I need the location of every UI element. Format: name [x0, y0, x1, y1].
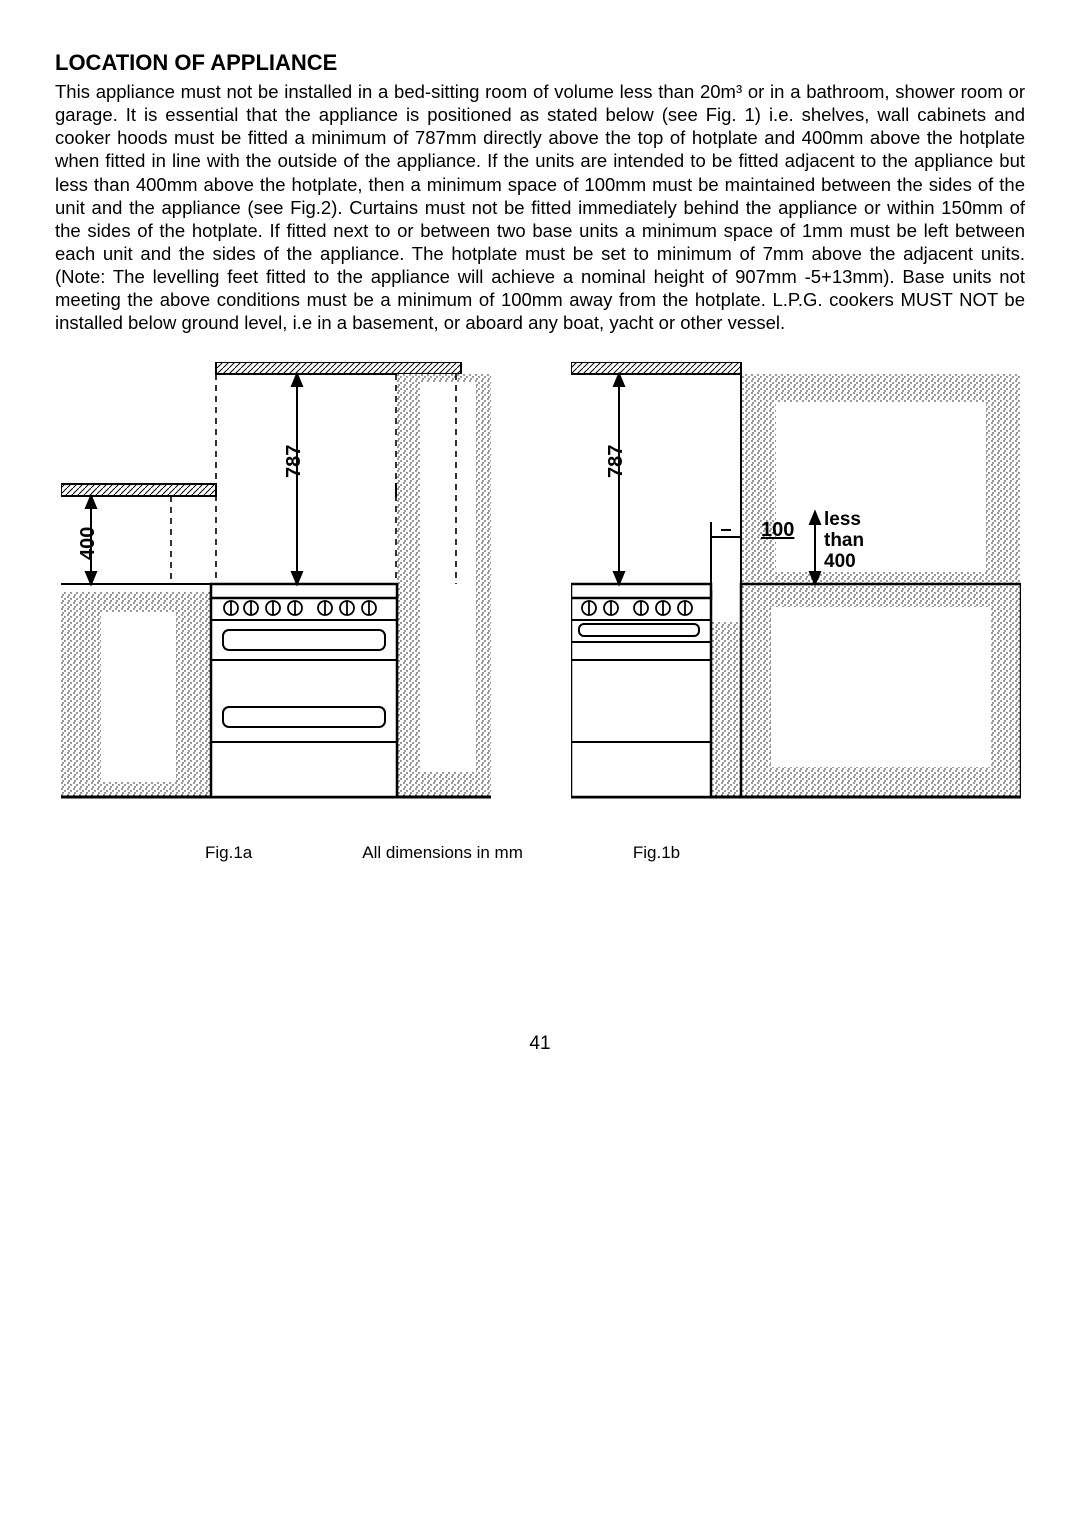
figure-1a: 787 400	[61, 362, 491, 807]
body-paragraph: This appliance must not be installed in …	[55, 80, 1025, 334]
page-number: 41	[55, 1033, 1025, 1055]
figures-row: 787 400	[55, 362, 1025, 807]
dim-787-a: 787	[283, 445, 306, 478]
dim-100-b: 100	[761, 519, 794, 542]
figure-1a-svg	[61, 362, 491, 807]
caption-mid: All dimensions in mm	[362, 843, 523, 863]
dim-400-a: 400	[77, 527, 100, 560]
caption-fig1b: Fig.1b	[633, 843, 680, 863]
figure-1b-svg	[571, 362, 1021, 807]
section-heading: LOCATION OF APPLIANCE	[55, 50, 1025, 76]
caption-fig1a: Fig.1a	[205, 843, 252, 863]
dim-787-b: 787	[605, 445, 628, 478]
figure-1b: 787 100 less than 400	[571, 362, 1021, 807]
caption-row: Fig.1a All dimensions in mm Fig.1b	[55, 843, 1025, 863]
page-container: LOCATION OF APPLIANCE This appliance mus…	[0, 0, 1080, 1055]
dim-note-b: less than 400	[824, 510, 864, 573]
